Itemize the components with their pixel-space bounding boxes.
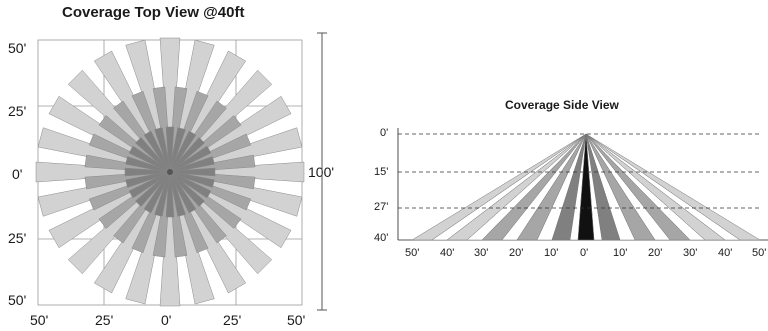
side-bottom-label-30-left: 30' xyxy=(474,247,489,259)
top-view-title: Coverage Top View @40ft xyxy=(62,4,245,21)
side-bottom-label-40-left: 40' xyxy=(440,247,455,259)
side-bottom-label-20-left: 20' xyxy=(509,247,524,259)
top-left-label-25-top: 25' xyxy=(8,103,27,119)
side-bottom-label-40-right: 40' xyxy=(718,247,733,259)
extent-bracket xyxy=(317,32,327,311)
side-beam-center xyxy=(577,133,595,241)
side-bottom-label-10-right: 10' xyxy=(613,247,628,259)
side-height-label-40: 40' xyxy=(374,232,389,244)
side-view-title: Coverage Side View xyxy=(505,98,619,112)
top-bottom-label-0: 0' xyxy=(161,312,172,328)
side-view-height-lines xyxy=(398,133,760,209)
side-height-label-0: 0' xyxy=(380,127,389,139)
side-bottom-label-20-right: 20' xyxy=(648,247,663,259)
top-bottom-label-25-left: 25' xyxy=(95,312,114,328)
top-extent-label: 100' xyxy=(308,164,335,180)
top-view-beams xyxy=(35,37,305,307)
top-left-label-50-bottom: 50' xyxy=(8,292,27,308)
side-bottom-label-10-left: 10' xyxy=(544,247,559,259)
top-left-label-0: 0' xyxy=(12,166,23,182)
side-view-beams xyxy=(411,133,761,241)
top-bottom-label-25-right: 25' xyxy=(223,312,242,328)
sensor-center xyxy=(167,169,173,175)
side-bottom-label-30-right: 30' xyxy=(683,247,698,259)
side-height-label-27: 27' xyxy=(374,201,389,213)
top-bottom-label-50-right: 50' xyxy=(287,312,306,328)
side-bottom-label-50-left: 50' xyxy=(405,247,420,259)
top-left-label-25-bottom: 25' xyxy=(8,230,27,246)
top-left-label-50-top: 50' xyxy=(8,40,27,56)
side-bottom-label-0: 0' xyxy=(580,247,589,259)
top-bottom-label-50-left: 50' xyxy=(30,312,49,328)
side-bottom-label-50-right: 50' xyxy=(752,247,767,259)
side-height-label-15: 15' xyxy=(374,166,389,178)
